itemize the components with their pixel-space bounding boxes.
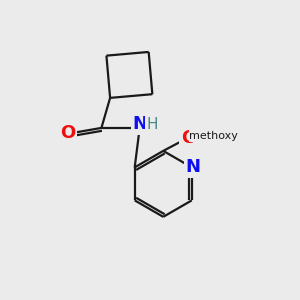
Text: N: N [132, 116, 147, 134]
Text: N: N [186, 158, 201, 176]
Text: O: O [60, 124, 75, 142]
Text: O: O [181, 129, 196, 147]
Text: H: H [146, 117, 158, 132]
Text: methoxy: methoxy [190, 131, 238, 141]
